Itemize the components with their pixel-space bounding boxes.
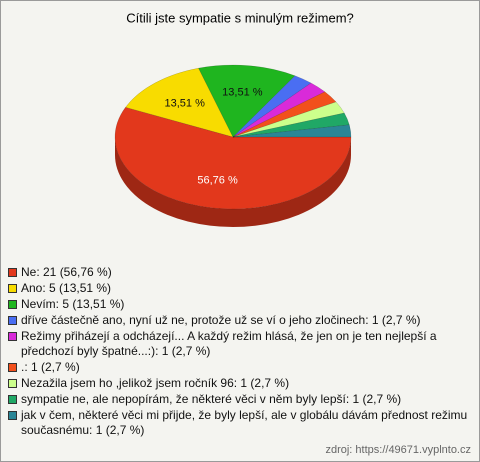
legend-label: Nezažila jsem ho ,jelikož jsem ročník 96… <box>21 376 290 390</box>
legend-swatch <box>8 316 17 325</box>
slice-side <box>115 137 351 227</box>
legend-label: dříve částečně ano, nyní už ne, protože … <box>21 313 421 327</box>
legend-label: Nevím: 5 (13,51 %) <box>21 297 125 311</box>
legend-item: dříve částečně ano, nyní už ne, protože … <box>8 313 470 328</box>
source: zdroj: https://49671.vyplnto.cz <box>325 444 471 456</box>
slice-label: 13,51 % <box>222 87 263 99</box>
legend-item: jak v čem, některé věci mi přijde, že by… <box>8 408 470 438</box>
slice <box>125 67 234 138</box>
legend-swatch <box>8 268 17 277</box>
legend-swatch <box>8 300 17 309</box>
legend-label: sympatie ne, ale nepopírám, že některé v… <box>21 392 402 406</box>
slice <box>232 75 312 138</box>
legend-item: sympatie ne, ale nepopírám, že některé v… <box>8 392 470 407</box>
slice-label: 13,51 % <box>165 97 206 109</box>
slice <box>232 101 345 138</box>
legend-item: Ano: 5 (13,51 %) <box>8 281 470 296</box>
legend-label: .: 1 (2,7 %) <box>21 360 80 374</box>
slice <box>198 64 296 138</box>
legend-item: Ne: 21 (56,76 %) <box>8 265 470 280</box>
legend-label: jak v čem, některé věci mi přijde, že by… <box>21 408 468 437</box>
slice <box>232 124 352 138</box>
legend-swatch <box>8 332 17 341</box>
legend-swatch <box>8 363 17 372</box>
slice <box>232 112 350 138</box>
legend-swatch <box>8 411 17 420</box>
legend-swatch <box>8 395 17 404</box>
slice-label: 56,76 % <box>197 175 238 187</box>
legend-swatch <box>8 284 17 293</box>
legend-item: Režimy přiházejí a odcházejí... A každý … <box>8 329 470 359</box>
legend-label: Ne: 21 (56,76 %) <box>21 265 112 279</box>
slice <box>232 91 337 138</box>
pie-area: Cítili jste sympatie s minulým režimem? … <box>114 10 354 227</box>
legend-item: .: 1 (2,7 %) <box>8 360 470 375</box>
legend-item: Nevím: 5 (13,51 %) <box>8 297 470 312</box>
legend: Ne: 21 (56,76 %) Ano: 5 (13,51 %) Nevím: 5… <box>8 265 470 439</box>
slice <box>114 106 352 210</box>
chart-title: Cítili jste sympatie s minulým režimem? <box>126 10 354 25</box>
legend-label: Ano: 5 (13,51 %) <box>21 281 112 295</box>
legend-item: Nezažila jsem ho ,jelikož jsem ročník 96… <box>8 376 470 391</box>
slice <box>232 82 326 138</box>
legend-swatch <box>8 379 17 388</box>
legend-label: Režimy přiházejí a odcházejí... A každý … <box>21 329 437 358</box>
